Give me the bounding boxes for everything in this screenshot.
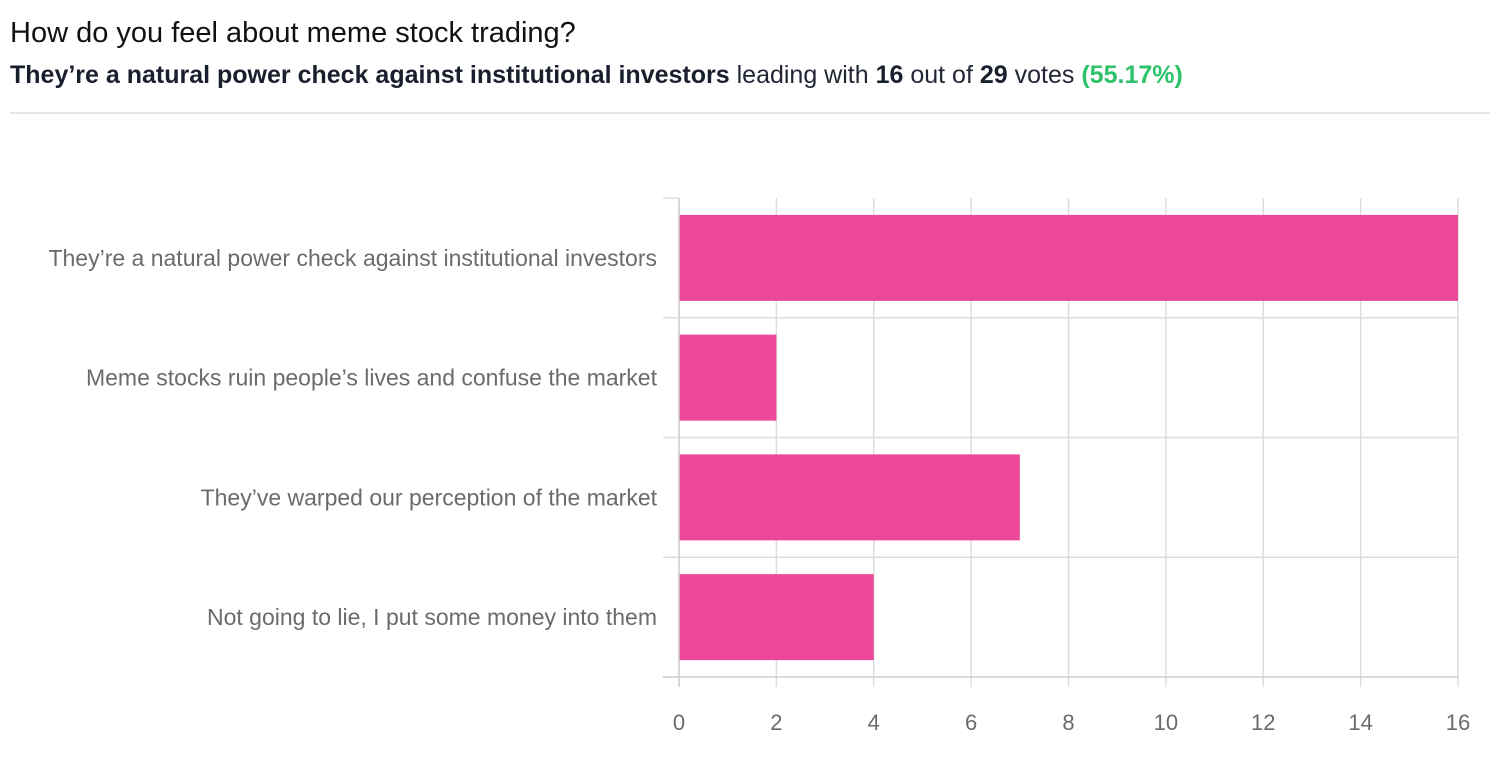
x-tick-label-0: 0 (673, 710, 685, 735)
poll-question: How do you feel about meme stock trading… (10, 17, 576, 49)
poll-header: How do you feel about meme stock trading… (10, 14, 1490, 92)
bar-3 (679, 574, 874, 661)
category-label-2: They’ve warped our perception of the mar… (201, 484, 658, 510)
x-tick-label-10: 10 (1154, 710, 1178, 735)
leading-option: They’re a natural power check against in… (10, 61, 730, 89)
x-tick-label-2: 2 (770, 710, 782, 735)
x-tick-label-8: 8 (1062, 710, 1074, 735)
category-label-0: They’re a natural power check against in… (48, 245, 657, 271)
x-tick-label-6: 6 (965, 710, 977, 735)
header-divider (10, 112, 1490, 114)
bar-2 (679, 454, 1020, 541)
category-label-3: Not going to lie, I put some money into … (207, 604, 657, 630)
poll-summary: They’re a natural power check against in… (10, 58, 1490, 92)
x-tick-label-12: 12 (1251, 710, 1275, 735)
leader-percentage: (55.17%) (1081, 61, 1183, 89)
total-vote-count: 29 (979, 61, 1008, 89)
x-tick-label-14: 14 (1348, 710, 1372, 735)
leading-with-text: leading with (736, 61, 869, 89)
x-tick-label-4: 4 (868, 710, 880, 735)
bar-1 (679, 334, 777, 421)
bar-0 (679, 214, 1458, 301)
leader-vote-count: 16 (875, 61, 904, 89)
out-of-text: out of (910, 61, 973, 89)
x-tick-label-16: 16 (1446, 710, 1470, 735)
votes-text: votes (1014, 61, 1075, 89)
category-label-1: Meme stocks ruin people’s lives and conf… (86, 365, 658, 391)
